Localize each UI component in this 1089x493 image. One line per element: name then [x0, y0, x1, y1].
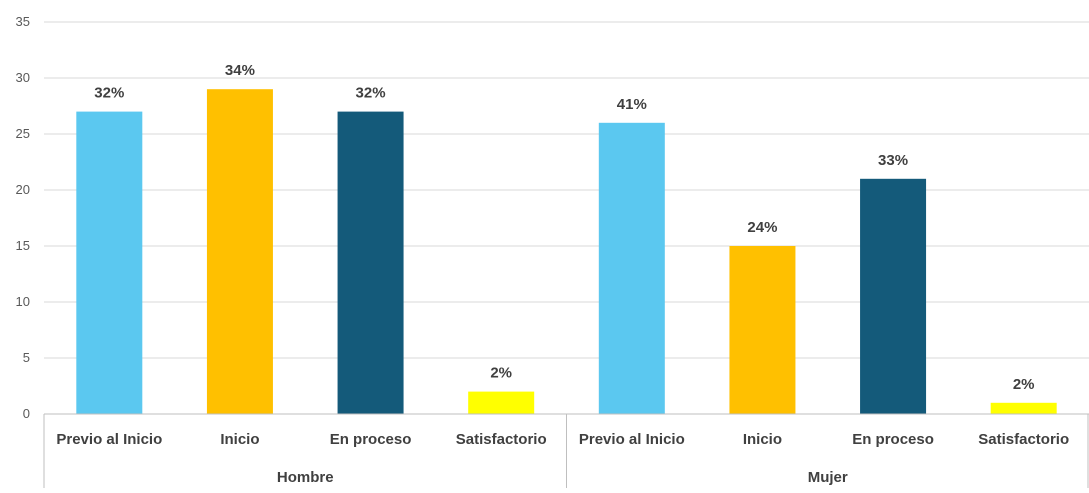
- x-tick-label: En proceso: [330, 431, 412, 448]
- bar-hombre-previo-al-inicio: [76, 111, 143, 414]
- y-axis: 0 5 10 15 20 25 30 35: [16, 14, 30, 421]
- data-labels: 32% 34% 32% 2% 41% 24% 33% 2%: [94, 62, 1034, 393]
- bar-mujer-satisfactorio: [990, 402, 1057, 414]
- y-tick-label: 25: [16, 126, 30, 141]
- x-tick-label: Previo al Inicio: [579, 431, 685, 448]
- y-tick-label: 20: [16, 182, 30, 197]
- gridlines: [44, 21, 1089, 359]
- y-tick-label: 0: [23, 406, 30, 421]
- data-label: 24%: [747, 219, 777, 236]
- x-tick-label: Inicio: [220, 431, 259, 448]
- bars: [76, 89, 1057, 415]
- data-label: 32%: [94, 85, 124, 102]
- x-tick-label: Inicio: [743, 431, 782, 448]
- y-tick-label: 30: [16, 70, 30, 85]
- y-tick-label: 35: [16, 14, 30, 29]
- group-label: Mujer: [808, 469, 848, 486]
- data-label: 41%: [617, 96, 647, 113]
- y-tick-label: 5: [23, 350, 30, 365]
- bar-hombre-satisfactorio: [468, 391, 535, 414]
- data-label: 2%: [1013, 376, 1035, 393]
- y-tick-label: 15: [16, 238, 30, 253]
- group-label: Hombre: [277, 469, 334, 486]
- bar-hombre-inicio: [206, 89, 273, 414]
- data-label: 34%: [225, 62, 255, 79]
- x-tick-label: En proceso: [852, 431, 934, 448]
- bar-mujer-previo-al-inicio: [598, 122, 665, 415]
- y-tick-label: 10: [16, 294, 30, 309]
- x-axis: Previo al Inicio Inicio En proceso Satisfac…: [43, 413, 1089, 488]
- x-tick-label: Satisfactorio: [978, 431, 1069, 448]
- data-label: 32%: [356, 85, 386, 102]
- x-tick-label: Satisfactorio: [456, 431, 547, 448]
- data-label: 33%: [878, 152, 908, 169]
- data-label: 2%: [490, 365, 512, 382]
- bar-mujer-inicio: [729, 246, 796, 414]
- bar-hombre-en-proceso: [337, 111, 404, 414]
- bar-mujer-en-proceso: [860, 178, 927, 414]
- x-tick-label: Previo al Inicio: [56, 431, 162, 448]
